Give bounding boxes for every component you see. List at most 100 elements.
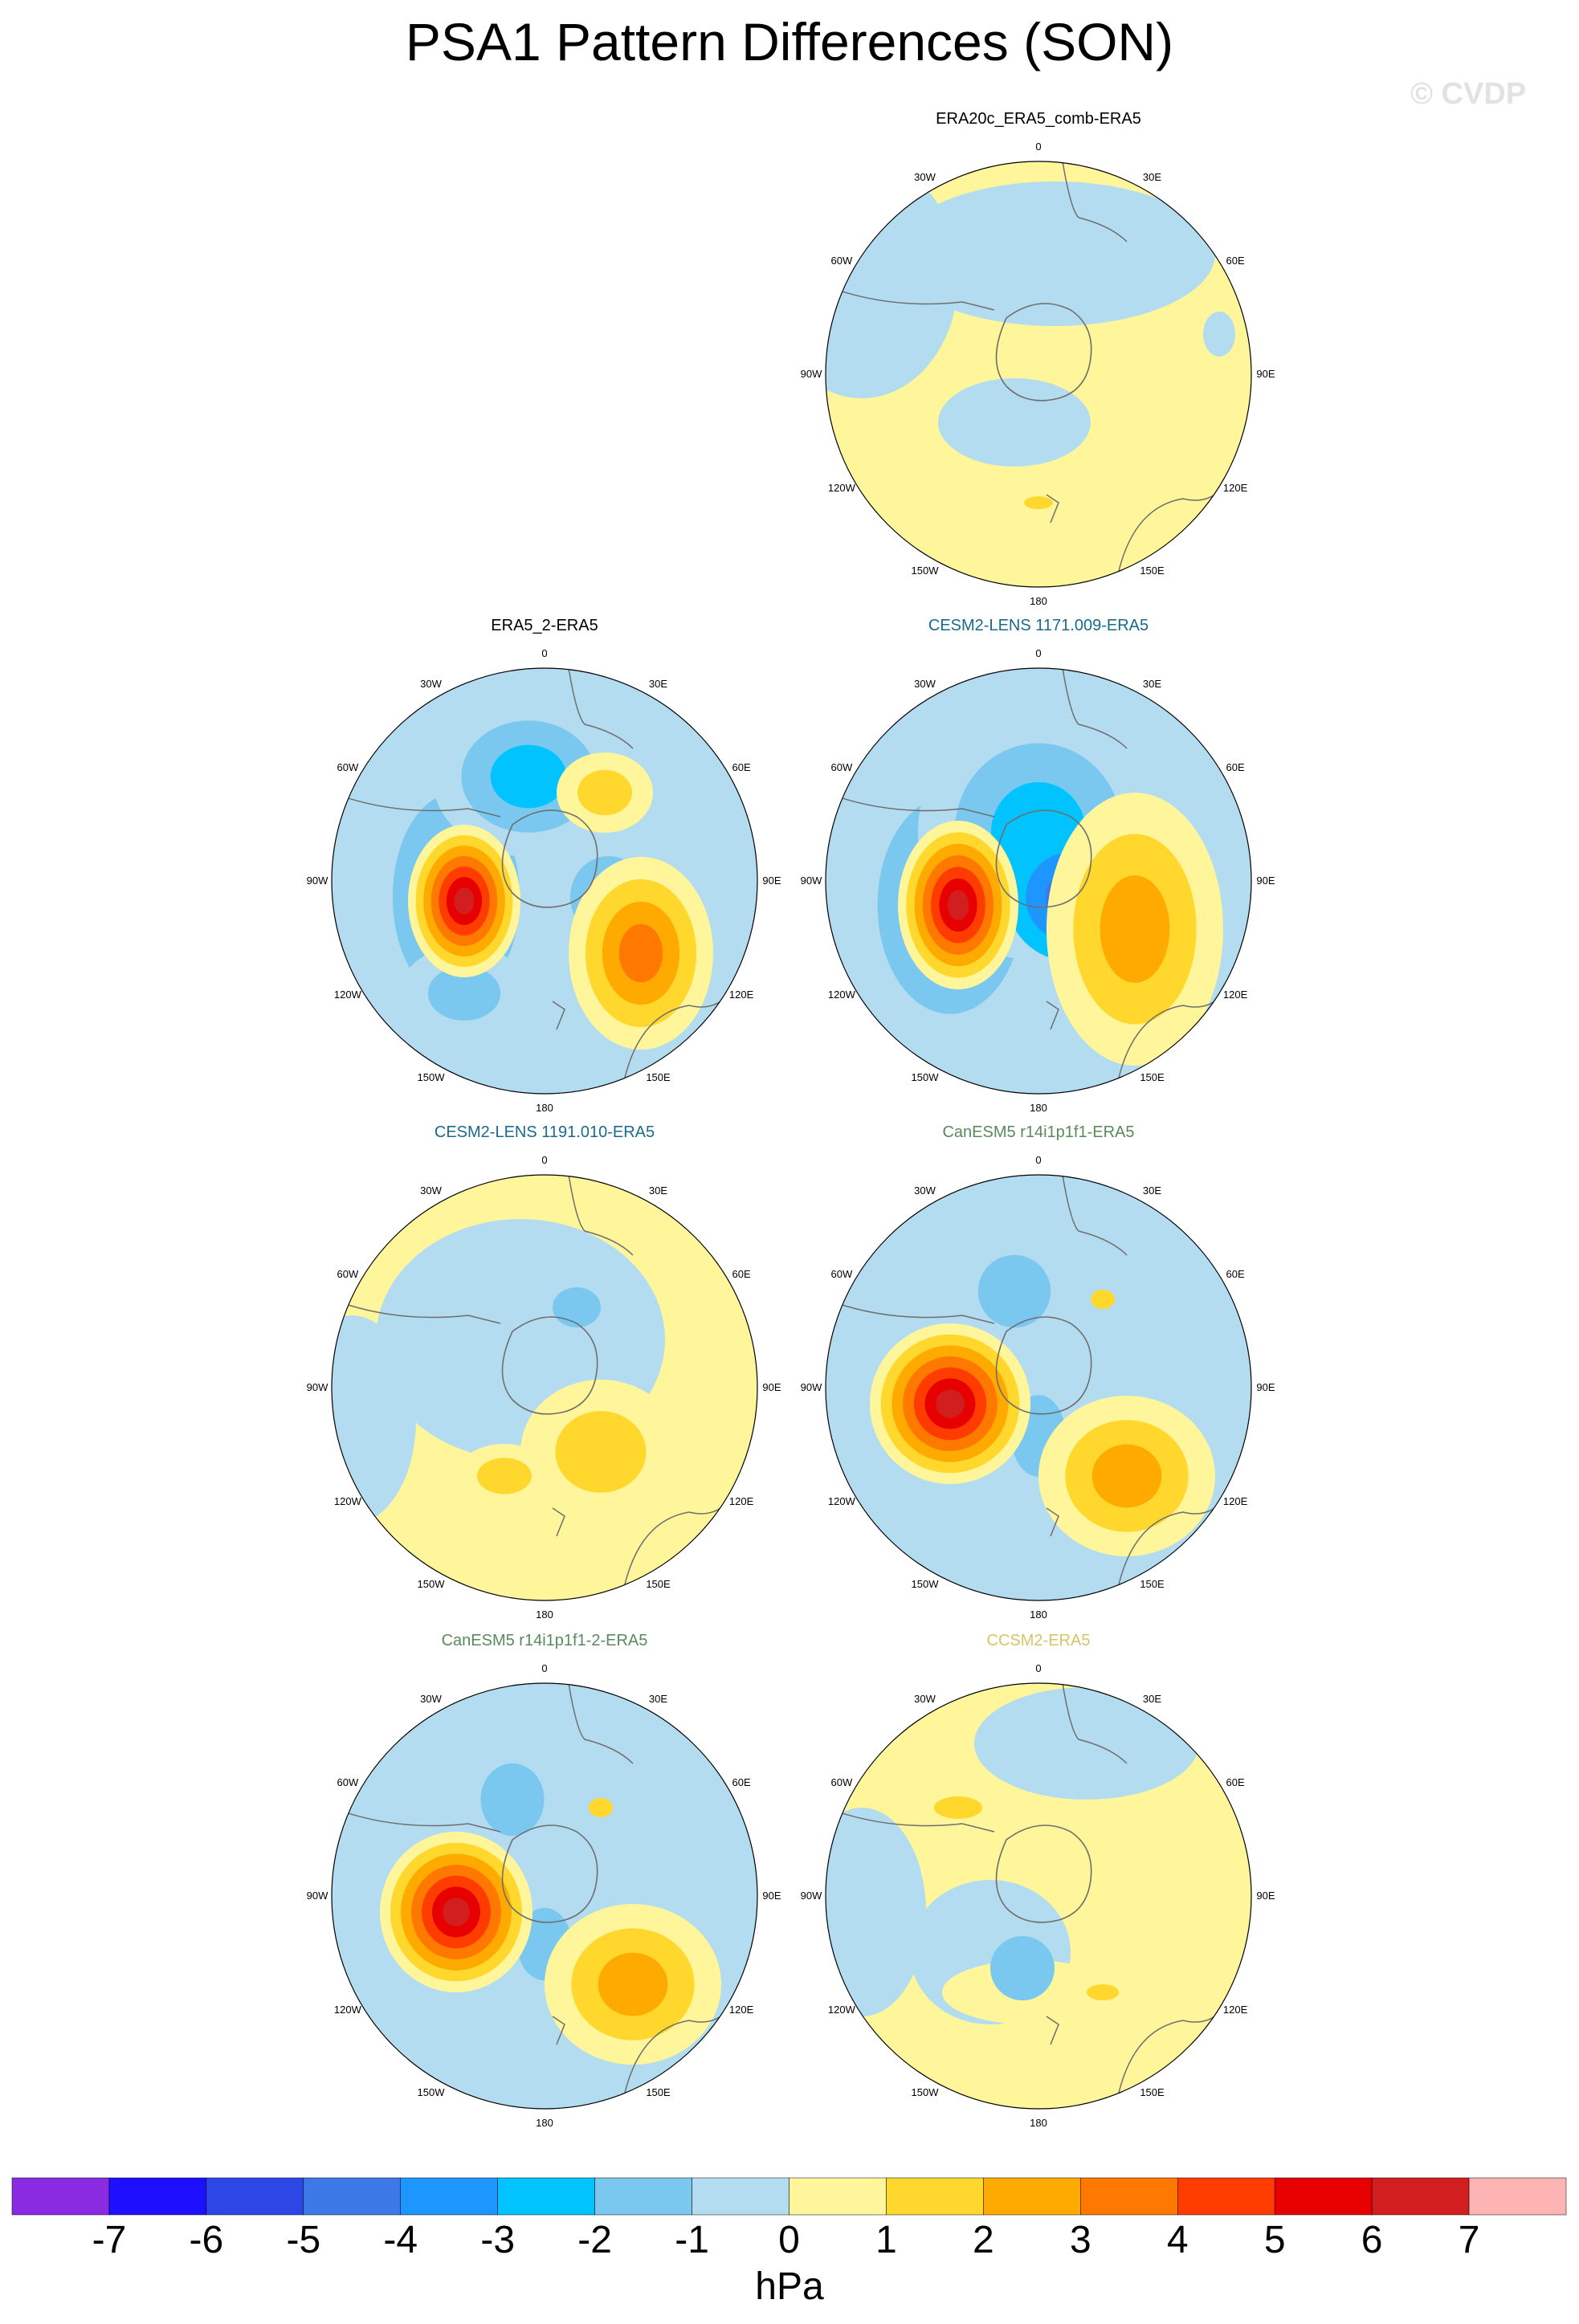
lon-label: 90E — [762, 1381, 781, 1393]
colorbar-segment — [497, 2177, 595, 2216]
colorbar-segment — [1468, 2177, 1567, 2216]
lon-label: 60E — [732, 760, 751, 773]
lon-label: 120W — [827, 2003, 855, 2016]
antarctica-coastline — [995, 303, 1092, 402]
lon-label: 60E — [1226, 1267, 1245, 1280]
lon-label: 120E — [728, 2003, 754, 2016]
africa-coastline — [568, 1683, 634, 1764]
lon-label: 90E — [762, 1890, 781, 1902]
antarctica-coastline — [995, 809, 1092, 908]
map-border — [825, 1682, 1252, 2110]
anomaly-contour — [480, 1763, 545, 1837]
new-zealand-coastline — [552, 1001, 565, 1030]
polar-map — [331, 1682, 758, 2110]
lon-label: 0 — [541, 1662, 548, 1674]
colorbar-tick-label: 6 — [1361, 2219, 1383, 2261]
lon-label: 150W — [911, 1071, 939, 1084]
polar-map — [825, 1174, 1252, 1601]
colorbar-segment — [303, 2177, 401, 2216]
colorbar-tick-label: 4 — [1166, 2219, 1189, 2261]
lon-label: 30E — [1142, 170, 1162, 183]
lon-label: 150W — [417, 2086, 445, 2099]
lon-label: 90E — [1256, 875, 1275, 887]
map-border — [825, 667, 1252, 1095]
map-border — [331, 667, 758, 1095]
colorbar-tick-label: 1 — [875, 2219, 897, 2261]
lon-label: 0 — [1035, 1662, 1042, 1674]
south-america-coastline — [332, 792, 501, 817]
colorbar-tick-label: -7 — [92, 2219, 127, 2261]
anomaly-contour — [477, 1458, 532, 1494]
map-border — [825, 1174, 1252, 1601]
lon-label: 150E — [1140, 1071, 1165, 1084]
anomaly-contour — [1203, 312, 1235, 357]
lon-label: 60W — [830, 1776, 853, 1788]
lon-label: 120W — [827, 988, 855, 1001]
anomaly-contour — [443, 1898, 470, 1926]
anomaly-contour — [977, 1254, 1051, 1328]
new-zealand-coastline — [1046, 494, 1059, 524]
colorbar-tick-label: -5 — [286, 2219, 321, 2261]
lon-label: 90E — [1256, 368, 1275, 380]
lon-label: 120E — [1222, 1494, 1248, 1507]
panel-title: CCSM2-ERA5 — [986, 1632, 1091, 1649]
lon-label: 180 — [536, 1608, 553, 1621]
lon-label: 60E — [1226, 760, 1245, 773]
lon-label: 150W — [911, 565, 939, 577]
lon-label: 90E — [1256, 1381, 1275, 1393]
anomaly-contour — [598, 1952, 668, 2016]
colorbar-segment — [206, 2177, 304, 2216]
anomaly-contour — [1024, 496, 1053, 509]
panel-title: CanESM5 r14i1p1f1-ERA5 — [942, 1123, 1135, 1141]
lon-label: 150W — [417, 1071, 445, 1084]
lon-label: 60E — [732, 1776, 751, 1788]
colorbar-tick-label: -6 — [189, 2219, 224, 2261]
lon-label: 120W — [827, 1494, 855, 1507]
lon-label: 150W — [911, 1578, 939, 1591]
lon-label: 150E — [646, 1071, 671, 1084]
lon-label: 150W — [911, 2086, 939, 2099]
anomaly-contour — [1100, 875, 1170, 983]
lon-label: 90W — [306, 875, 328, 887]
colorbar-segment — [1080, 2177, 1178, 2216]
lon-label: 60W — [337, 1267, 359, 1280]
map-border — [825, 161, 1252, 588]
colorbar-tick-label: 2 — [973, 2219, 994, 2261]
colorbar-segment — [886, 2177, 984, 2216]
anomaly-contour — [934, 1796, 982, 1819]
new-zealand-coastline — [1046, 1001, 1059, 1030]
colorbar-tick-label: 5 — [1263, 2219, 1286, 2261]
colorbar-tick-label: -4 — [383, 2219, 418, 2261]
lon-label: 30E — [1142, 1692, 1162, 1705]
colorbar-segment — [1274, 2177, 1373, 2216]
lon-label: 0 — [1035, 141, 1042, 153]
lon-label: 90W — [800, 1890, 822, 1902]
antarctica-coastline — [501, 809, 598, 908]
anomaly-contour — [1091, 1290, 1115, 1309]
anomaly-contour — [1087, 1984, 1119, 2000]
south-america-coastline — [332, 1299, 501, 1324]
panel-title: CESM2-LENS 1171.009-ERA5 — [928, 617, 1149, 634]
anomaly-contour — [427, 966, 501, 1021]
lon-label: 60W — [337, 760, 359, 773]
lon-label: 120W — [333, 988, 361, 1001]
anomaly-contour — [826, 1808, 926, 2016]
panel-title: ERA20c_ERA5_comb-ERA5 — [936, 110, 1141, 128]
lon-label: 180 — [536, 1102, 553, 1114]
lon-label: 90W — [800, 368, 822, 380]
lon-label: 150E — [1140, 565, 1165, 577]
africa-coastline — [1062, 161, 1128, 243]
africa-coastline — [568, 1175, 634, 1256]
anomaly-contour — [454, 887, 475, 915]
polar-map — [825, 161, 1252, 588]
africa-coastline — [1062, 668, 1128, 749]
lon-label: 30E — [648, 1692, 668, 1705]
anomaly-contour — [947, 890, 969, 920]
lon-label: 60W — [830, 1267, 853, 1280]
lon-label: 150E — [1140, 2086, 1165, 2099]
lon-label: 150E — [1140, 1578, 1165, 1591]
lon-label: 180 — [1030, 1608, 1047, 1621]
lon-label: 90E — [762, 875, 781, 887]
anomaly-contour — [490, 744, 567, 809]
anomaly-contour — [589, 1798, 613, 1817]
